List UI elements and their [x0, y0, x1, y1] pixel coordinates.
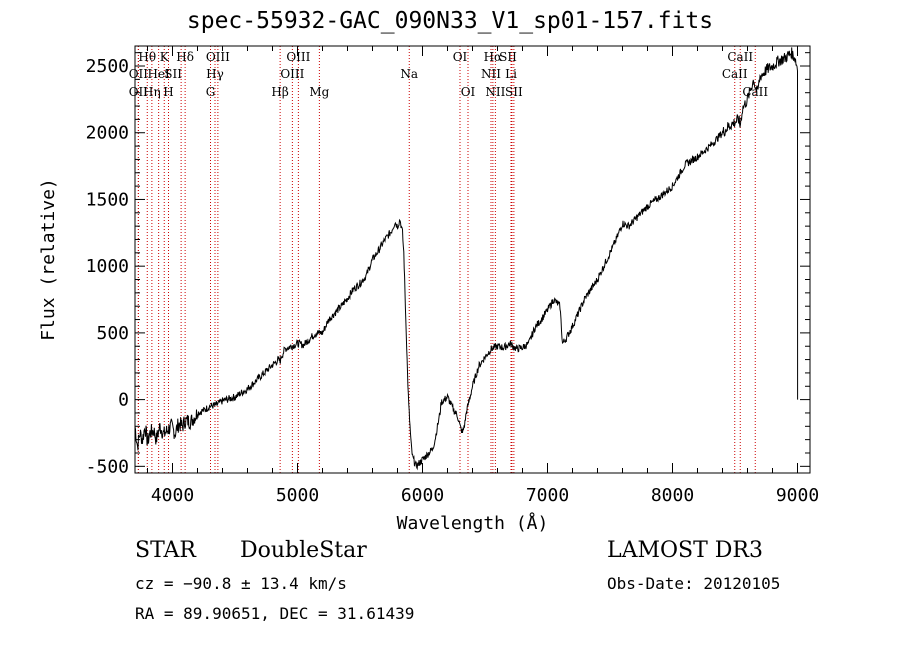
line-label: Hα: [484, 50, 503, 64]
line-label: SII: [505, 85, 523, 99]
axis-ticks: 4000 5000 6000 7000 8000 9000 -500 0 500 1000 1500…: [86, 46, 819, 506]
object-subclass: DoubleStar: [240, 538, 367, 563]
line-label: OII: [129, 67, 149, 81]
line-label: G: [206, 85, 216, 99]
x-tick-label: 4000: [151, 485, 194, 506]
line-label: OIII: [280, 67, 304, 81]
object-class: STAR: [135, 538, 196, 563]
line-label: Li: [505, 67, 517, 81]
line-label: OIII: [206, 50, 230, 64]
line-label: NII: [485, 85, 505, 99]
ra-dec: RA = 89.90651, DEC = 31.61439: [135, 604, 415, 623]
line-label: OII: [129, 85, 149, 99]
x-axis-label: Wavelength (Å): [397, 512, 549, 534]
line-label: Hγ: [206, 67, 224, 81]
spectrum-line: [134, 47, 799, 471]
line-label: H: [163, 85, 173, 99]
line-label: HeI: [147, 67, 170, 81]
line-label: OIII: [286, 50, 310, 64]
chart-title: spec-55932-GAC_090N33_V1_sp01-157.fits: [186, 8, 714, 34]
x-tick-label: 8000: [651, 485, 694, 506]
y-tick-label: 0: [118, 390, 129, 411]
x-tick-label: 5000: [276, 485, 319, 506]
line-label: CaII: [727, 50, 753, 64]
x-tick-label: 9000: [776, 485, 819, 506]
line-label: SII: [164, 67, 182, 81]
redshift-cz: cz = −90.8 ± 13.4 km/s: [135, 574, 347, 593]
line-label: Na: [400, 67, 418, 81]
line-label: Hη: [143, 85, 161, 99]
survey-name: LAMOST DR3: [607, 538, 763, 563]
line-label: Hθ: [138, 50, 156, 64]
x-tick-label: 6000: [401, 485, 444, 506]
line-label: OI: [453, 50, 468, 64]
line-label: K: [160, 50, 170, 64]
line-label: Hδ: [176, 50, 194, 64]
line-label: OI: [461, 85, 476, 99]
line-label: NII: [481, 67, 501, 81]
line-label: CaII: [742, 85, 768, 99]
obs-date: Obs-Date: 20120105: [607, 574, 781, 593]
y-tick-label: 1500: [86, 189, 129, 210]
y-tick-label: 500: [96, 323, 129, 344]
plot-frame: [134, 45, 811, 474]
line-label: CaII: [722, 67, 748, 81]
line-label: Mg: [309, 85, 329, 99]
y-tick-label: 2500: [86, 56, 129, 77]
x-tick-label: 7000: [526, 485, 569, 506]
line-markers: [137, 46, 756, 473]
y-tick-label: 1000: [86, 256, 129, 277]
y-axis-label: Flux (relative): [38, 178, 59, 341]
line-label: SII: [499, 50, 517, 64]
line-label: Hβ: [271, 85, 288, 99]
y-tick-label: 2000: [86, 123, 129, 144]
y-tick-label: -500: [86, 456, 129, 477]
